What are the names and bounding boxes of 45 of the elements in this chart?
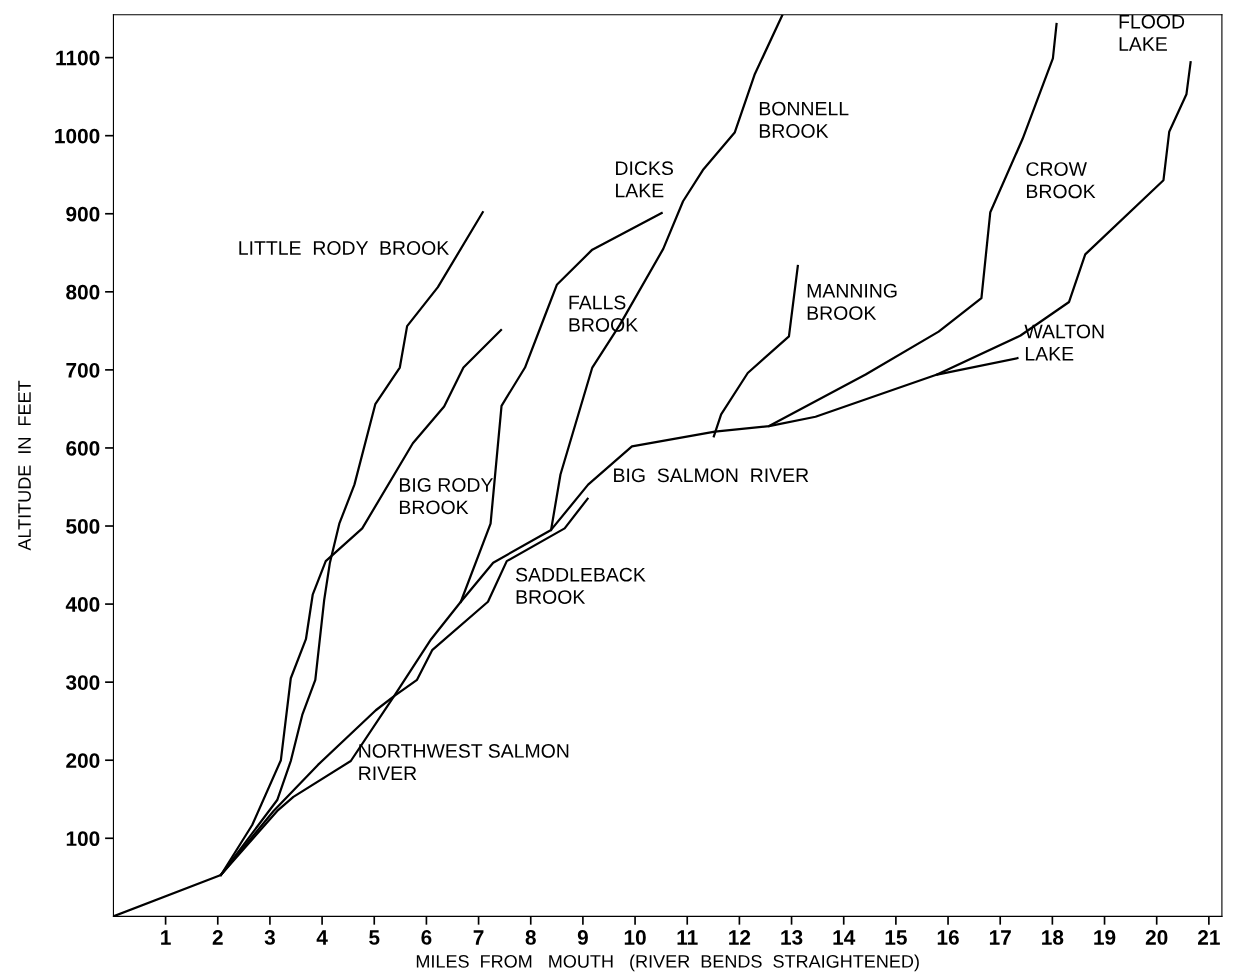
x-tick-label: 1 (161, 930, 171, 945)
y-tick-label: 300 (65, 675, 100, 690)
x-tick-label: 12 (729, 930, 751, 945)
x-tick-label: 15 (885, 930, 907, 945)
annotation: NORTHWEST SALMON RIVER (359, 744, 569, 780)
x-tick-label: 16 (937, 930, 959, 945)
y-tick-label: 800 (66, 284, 100, 300)
annotation: MANNING BROOK (807, 283, 897, 320)
x-tick-label: 8 (525, 930, 536, 945)
annotation: BONNELL BROOK (759, 101, 849, 138)
y-tick-label: 600 (66, 440, 100, 456)
x-tick-label: 10 (624, 930, 646, 945)
annotation: DICKS LAKE (616, 161, 673, 198)
y-tick-label: 1000 (55, 128, 100, 144)
y-tick-label: 400 (65, 597, 100, 612)
annotation: BIG SALMON RIVER (614, 468, 809, 483)
annotation: WALTON LAKE (1024, 324, 1104, 361)
x-tick-label: 5 (369, 930, 380, 945)
x-tick-label: 17 (989, 930, 1011, 945)
x-tick-label: 20 (1145, 930, 1168, 945)
y-tick-label: 500 (66, 519, 100, 534)
annotation: SADDLEBACK BROOK (515, 567, 646, 604)
y-tick-label: 700 (66, 362, 100, 378)
x-tick-label: 19 (1094, 930, 1116, 945)
x-tick-label: 14 (833, 930, 856, 945)
x-tick-label: 18 (1042, 930, 1064, 945)
annotation: FLOOD LAKE (1119, 14, 1185, 51)
x-tick-label: 13 (781, 930, 803, 945)
y-tick-label: 200 (66, 753, 100, 768)
x-tick-label: 6 (421, 930, 432, 945)
x-tick-label: 9 (577, 930, 588, 945)
y-axis-title: ALTITUDE IN FEET (18, 380, 31, 551)
x-tick-label: 3 (264, 930, 275, 945)
annotation: BIG RODY BROOK (399, 478, 494, 515)
y-tick-label: 1100 (56, 50, 100, 66)
x-tick-label: 21 (1198, 930, 1220, 945)
x-tick-label: 2 (212, 930, 223, 945)
x-tick-label: 11 (677, 930, 698, 945)
y-tick-label: 100 (66, 831, 100, 847)
annotation: CROW BROOK (1026, 162, 1096, 199)
x-axis-title: MILES FROM MOUTH (RIVER BENDS STRAIGHTENED) (416, 954, 919, 972)
x-tick-label: 4 (316, 930, 328, 945)
x-tick-label: 7 (473, 930, 484, 945)
y-tick-label: 900 (66, 206, 100, 222)
annotation: LITTLE RODY BROOK (239, 241, 449, 255)
